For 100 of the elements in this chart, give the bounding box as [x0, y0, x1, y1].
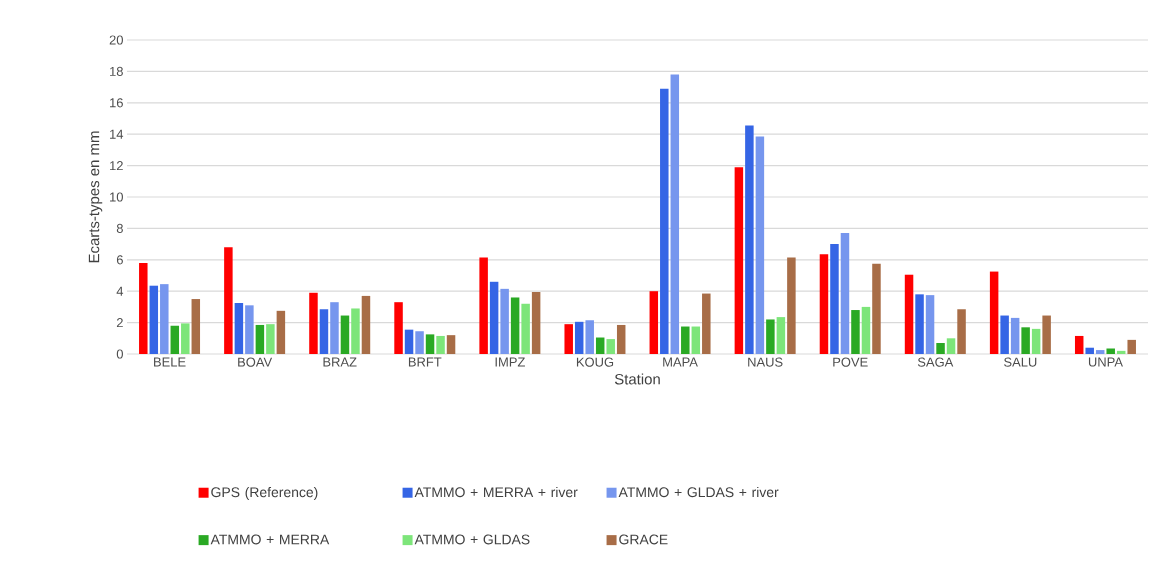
legend-label: GPS (Reference) [211, 486, 318, 500]
bar [702, 293, 711, 354]
y-tick-label: 20 [109, 35, 123, 45]
bar [489, 281, 499, 354]
bar [1074, 335, 1084, 354]
bar [1127, 339, 1136, 354]
bar [309, 292, 318, 354]
y-tick-label: 8 [116, 223, 123, 233]
x-tick-label: SAGA [917, 357, 954, 367]
bar [276, 310, 286, 354]
bar [755, 136, 765, 354]
bar [787, 257, 796, 354]
bar [224, 247, 233, 354]
x-tick-label: SALU [1004, 357, 1037, 367]
bar [585, 320, 594, 354]
bar [1106, 348, 1115, 354]
bar [830, 244, 839, 354]
x-tick-label: BELE [154, 357, 186, 367]
bar [851, 310, 860, 354]
bar [766, 319, 775, 354]
y-tick-label: 2 [116, 318, 123, 328]
bar [319, 309, 329, 354]
bar [957, 309, 966, 354]
bar [745, 125, 754, 354]
bar [904, 274, 914, 354]
bar [670, 74, 680, 354]
bar [139, 262, 148, 354]
x-tick-label: POVE [833, 357, 868, 367]
legend-label: ATMMO + GLDAS [414, 534, 530, 545]
bar [776, 317, 786, 354]
y-tick-label: 18 [110, 66, 123, 76]
bar [840, 233, 850, 354]
legend-label: GRACE [619, 534, 668, 545]
bar [681, 326, 690, 354]
bar [1021, 327, 1030, 354]
bar [872, 263, 881, 354]
bar [595, 337, 605, 354]
bar [510, 297, 520, 354]
legend-label: ATMMO + MERRA + river [414, 486, 578, 498]
bar [425, 334, 435, 354]
bar [989, 271, 999, 354]
bar [1042, 315, 1051, 354]
bar [149, 285, 159, 354]
bar [330, 302, 339, 354]
legend-label: ATMMO + MERRA [210, 534, 330, 545]
bar [616, 324, 626, 354]
bar [915, 294, 924, 354]
bar [500, 288, 509, 354]
bar [574, 321, 584, 354]
x-tick-label: BRFT [408, 357, 442, 367]
y-tick-label: 10 [110, 192, 123, 202]
bar [340, 315, 350, 354]
x-tick-label: IMPZ [495, 357, 525, 367]
x-tick-label: UNPA [1088, 357, 1123, 367]
bar [361, 295, 371, 354]
bar [245, 305, 254, 354]
bar [819, 254, 829, 354]
bar [925, 295, 935, 354]
bar [404, 329, 414, 354]
bar [436, 335, 445, 354]
x-tick-label: MAPA [663, 357, 698, 367]
bar [521, 303, 530, 354]
x-axis-title: Station [614, 373, 660, 385]
bar [181, 323, 190, 354]
x-tick-label: KOUG [576, 357, 614, 367]
bar [1010, 317, 1020, 354]
bar [1095, 350, 1105, 354]
bar [1085, 347, 1094, 354]
bar [170, 325, 180, 354]
y-axis-title: Ecarts-types en mm [88, 131, 103, 263]
legend-label: ATMMO + GLDAS + river [618, 486, 779, 498]
bar [531, 291, 541, 354]
y-tick-label: 16 [110, 98, 123, 108]
bar [394, 302, 403, 354]
bar [734, 167, 744, 354]
bar [691, 326, 701, 354]
y-tick-label: 4 [116, 286, 124, 296]
bar [564, 324, 573, 354]
bar [606, 339, 615, 354]
y-tick-label: 12 [110, 161, 123, 171]
x-tick-label: NAUS [748, 357, 783, 367]
bar [255, 324, 265, 354]
bar [861, 306, 871, 354]
bar [446, 335, 456, 354]
bar [160, 284, 169, 354]
bar [660, 88, 669, 354]
bar [946, 338, 956, 354]
bar [266, 324, 275, 354]
y-tick-label: 14 [110, 129, 124, 139]
bar [351, 308, 360, 354]
bar [1031, 328, 1041, 354]
bar [415, 331, 424, 354]
x-tick-label: BOAV [238, 357, 273, 367]
bar [479, 257, 488, 354]
y-tick-label: 0 [116, 349, 123, 359]
bar [191, 299, 201, 354]
bar [936, 343, 945, 354]
bar [1000, 315, 1009, 354]
bar [234, 302, 244, 354]
bar [649, 291, 659, 354]
